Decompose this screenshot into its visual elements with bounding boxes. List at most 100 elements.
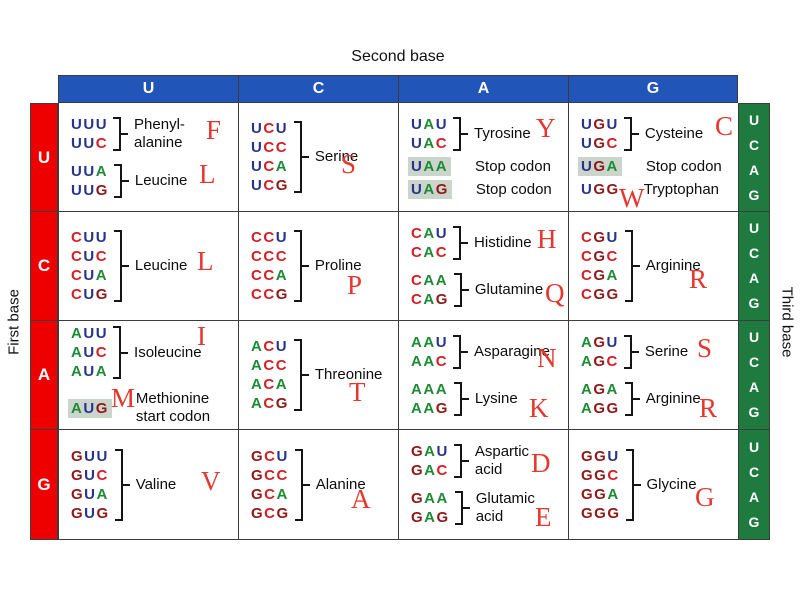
nucleotide-G: G xyxy=(593,181,607,198)
nucleotide-A: A xyxy=(411,352,424,370)
codon-group: AUU AUC AUA Isoleucine xyxy=(71,324,232,381)
one-letter-code-R: R xyxy=(699,393,718,423)
nucleotide-C: C xyxy=(607,466,620,484)
codon-CGC: CGC xyxy=(581,247,619,266)
codon-GCC: GCC xyxy=(251,466,289,485)
codon-list: GAA GAG xyxy=(411,489,450,527)
codon-group-bracket xyxy=(453,272,462,307)
nucleotide-A: A xyxy=(275,376,289,393)
nucleotide-C: C xyxy=(411,224,424,242)
codon-group: UCU UCC UCA UCG Serine xyxy=(251,119,392,195)
codon-grid: UUU UUC Phenyl-alanine F UUA UUG Leucine L UCU UC… xyxy=(58,103,739,540)
one-letter-code-G: G xyxy=(695,482,715,512)
codon-GCA: GCA xyxy=(251,485,289,504)
nucleotide-G: G xyxy=(276,504,290,522)
codon-GCG: GCG xyxy=(251,504,290,523)
codon-AAA: AAA xyxy=(411,380,448,399)
codon-GAG: GAG xyxy=(411,508,450,527)
codon-AAG: AAG xyxy=(411,399,449,418)
nucleotide-G: G xyxy=(581,504,595,522)
nucleotide-G: G xyxy=(95,286,109,303)
codon-list: CCU CCC CCA CCG xyxy=(251,228,289,304)
third-base-axis-label: Third base xyxy=(778,286,796,358)
one-letter-code-E: E xyxy=(535,502,552,532)
codon-group: CGU CGC CGA CGG Arginine xyxy=(581,228,732,304)
nucleotide-C: C xyxy=(264,466,277,484)
codon-group: AGU AGC Serine xyxy=(581,333,732,371)
nucleotide-A: A xyxy=(95,363,109,380)
nucleotide-G: G xyxy=(71,504,85,522)
nucleotide-G: G xyxy=(594,447,608,465)
one-letter-code-Y: Y xyxy=(536,113,556,143)
cell-AG: AGU AGC Serine S AGA AGG Arginine R xyxy=(569,321,739,430)
nucleotide-G: G xyxy=(71,466,85,484)
nucleotide-C: C xyxy=(436,462,449,479)
cell-CG: CGU CGC CGA CGG Arginine R xyxy=(569,212,739,321)
nucleotide-A: A xyxy=(71,325,84,342)
nucleotide-C: C xyxy=(96,466,109,484)
nucleotide-A: A xyxy=(436,490,449,507)
codon-GAA: GAA xyxy=(411,489,449,508)
nucleotide-U: U xyxy=(411,135,424,152)
nucleotide-G: G xyxy=(96,504,110,522)
nucleotide-U: U xyxy=(275,338,289,355)
codon-group: AUG Methionine start codon xyxy=(68,390,232,426)
codon-group-bracket xyxy=(453,444,462,478)
nucleotide-G: G xyxy=(95,399,109,417)
codon-list: UGG xyxy=(581,180,620,199)
codon-group-bracket xyxy=(624,230,633,302)
codon-list: CAU CAC xyxy=(411,224,448,262)
nucleotide-A: A xyxy=(606,380,619,398)
nucleotide-A: A xyxy=(276,485,289,503)
nucleotide-A: A xyxy=(424,462,437,479)
first-base-A: A xyxy=(30,321,58,430)
third-base-U-A: A xyxy=(748,161,760,178)
codon-list: AAA AAG xyxy=(411,380,449,418)
codon-group: GGU GGC GGA GGG Glycine xyxy=(581,447,732,523)
amino-acid-name: Glycine xyxy=(646,475,697,493)
nucleotide-G: G xyxy=(275,286,289,303)
nucleotide-U: U xyxy=(411,181,424,198)
codon-UCC: UCC xyxy=(251,138,288,157)
cell-GA: GAU GAC Aspartic acid D GAA GAG Glutamic acid E xyxy=(399,430,569,540)
codon-group-bracket xyxy=(113,230,122,302)
cell-AA: AAU AAC Asparagine N AAA AAG Lysine K xyxy=(399,321,569,430)
codon-GUA: GUA xyxy=(71,485,109,504)
codon-group: UGG Tryptophan xyxy=(581,180,732,199)
codon-UUC: UUC xyxy=(71,134,108,153)
nucleotide-C: C xyxy=(251,248,264,265)
amino-acid-name: Glutamic acid xyxy=(475,490,535,525)
nucleotide-A: A xyxy=(411,380,424,398)
nucleotide-G: G xyxy=(435,399,449,417)
nucleotide-A: A xyxy=(423,116,436,133)
nucleotide-C: C xyxy=(251,229,264,246)
codon-AAU: AAU xyxy=(411,333,448,352)
nucleotide-C: C xyxy=(263,357,276,374)
one-letter-code-M: M xyxy=(111,383,136,413)
codon-group: UGA Stop codon xyxy=(578,157,732,176)
nucleotide-A: A xyxy=(411,333,424,351)
nucleotide-G: G xyxy=(593,158,607,175)
nucleotide-A: A xyxy=(275,158,289,175)
nucleotide-U: U xyxy=(83,248,96,265)
third-base-A-C: C xyxy=(748,354,760,370)
third-base-G-G: G xyxy=(748,513,760,530)
codon-AUG: AUG xyxy=(68,398,112,418)
nucleotide-G: G xyxy=(581,447,595,465)
amino-acid-name: Asparagine xyxy=(474,342,550,360)
codon-UUG: UUG xyxy=(71,181,109,200)
nucleotide-A: A xyxy=(251,376,264,393)
amino-acid-name: Stop codon xyxy=(475,157,551,175)
cell-GC: GCU GCC GCA GCG Alanine A xyxy=(239,430,399,540)
nucleotide-G: G xyxy=(411,443,425,460)
nucleotide-A: A xyxy=(423,290,436,308)
codon-list: AGU AGC xyxy=(581,333,619,371)
second-base-G: G xyxy=(568,75,738,103)
nucleotide-C: C xyxy=(411,290,424,308)
nucleotide-U: U xyxy=(436,443,449,460)
codon-CAA: CAA xyxy=(411,271,448,290)
codon-list: GCU GCC GCA GCG xyxy=(251,447,290,523)
amino-acid-name: Glutamine xyxy=(474,280,544,298)
